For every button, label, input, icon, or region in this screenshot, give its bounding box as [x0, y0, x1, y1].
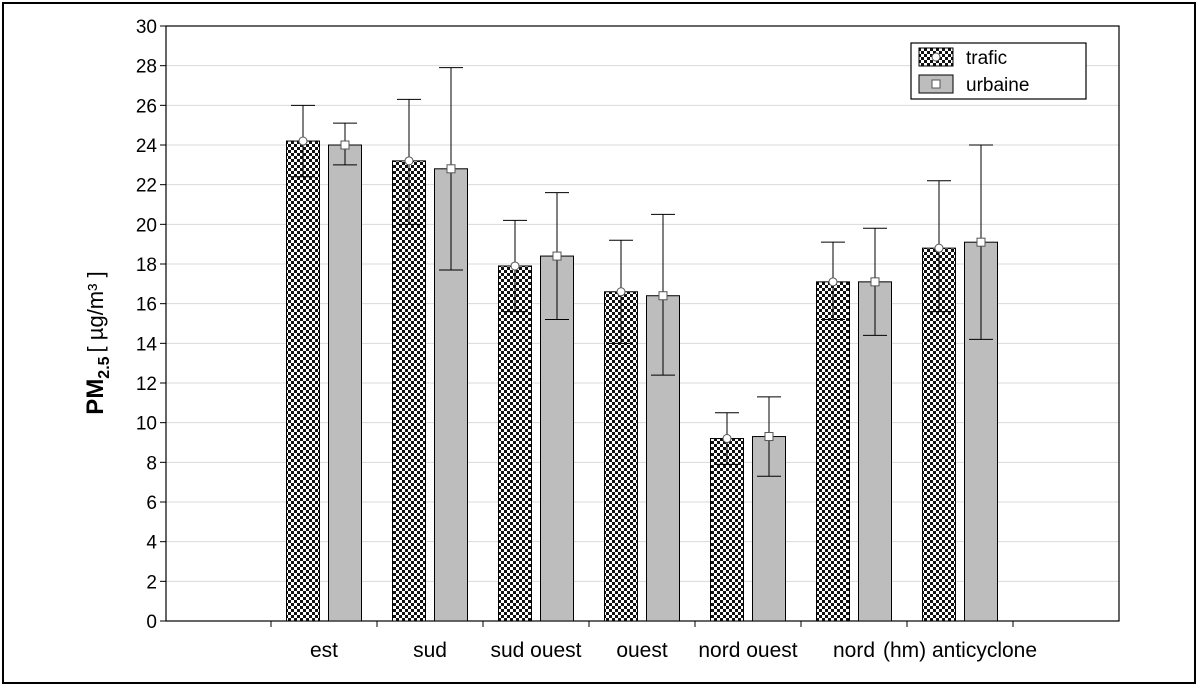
bar-urbaine — [858, 281, 892, 622]
mean-marker — [446, 164, 456, 174]
mean-marker — [340, 140, 350, 150]
x-tick-label: nord — [833, 639, 875, 662]
legend: trafic urbaine — [910, 42, 1087, 100]
bar-trafic — [604, 291, 638, 622]
bar-trafic — [498, 265, 532, 622]
mean-marker — [658, 291, 668, 301]
mean-marker — [828, 277, 838, 287]
y-tick-label: 18 — [136, 255, 157, 276]
legend-marker-urbaine — [931, 79, 941, 89]
bars — [286, 140, 998, 622]
x-tick-label: (hm) anticyclone — [883, 639, 1037, 662]
y-tick-label: 10 — [136, 414, 157, 435]
y-axis-label-unit: [ µg/m³ ] — [83, 271, 108, 352]
y-tick-label: 14 — [136, 334, 158, 355]
y-tick-label: 30 — [136, 17, 157, 38]
x-tick-label: sud ouest — [490, 639, 581, 662]
bar-urbaine — [328, 144, 362, 622]
bar-trafic — [392, 160, 426, 622]
y-tick-label: 28 — [136, 57, 157, 78]
mean-marker — [404, 156, 414, 166]
y-tick-label: 16 — [136, 295, 157, 316]
mean-marker — [870, 277, 880, 287]
mean-marker — [552, 251, 562, 261]
x-tick-label: ouest — [616, 639, 668, 662]
axes — [160, 25, 1120, 627]
y-tick-label: 0 — [146, 612, 157, 633]
legend-marker-trafic — [931, 52, 941, 62]
y-tick-label: 22 — [136, 176, 157, 197]
gridlines — [166, 25, 1119, 582]
y-tick-label: 8 — [146, 453, 157, 474]
legend-label-urbaine: urbaine — [966, 75, 1029, 96]
y-axis-label-main: PM — [82, 379, 109, 415]
mean-marker — [510, 261, 520, 271]
svg-text:PM2.5[ µg/m³ ]: PM2.5 [ µg/m³ ] — [82, 271, 113, 414]
y-tick-label: 4 — [146, 533, 157, 554]
y-tick-label: 6 — [146, 493, 157, 514]
y-axis-label: PM2.5 [ µg/m³ ] — [82, 271, 113, 414]
y-axis-label-sub: 2.5 — [96, 356, 113, 378]
x-tick-label: est — [310, 639, 338, 662]
x-tick-label: sud — [413, 639, 447, 662]
y-tick-label: 20 — [136, 215, 157, 236]
bar-trafic — [710, 438, 744, 622]
mean-marker — [934, 243, 944, 253]
bar-trafic — [816, 281, 850, 622]
y-tick-label: 26 — [136, 96, 157, 117]
plot-area — [165, 25, 1120, 622]
legend-label-trafic: trafic — [966, 48, 1007, 69]
y-tick-label: 12 — [136, 374, 157, 395]
mean-marker — [616, 287, 626, 297]
bar-trafic — [286, 140, 320, 622]
mean-marker — [722, 434, 732, 444]
y-tick-label: 24 — [136, 136, 158, 157]
error-bars — [291, 67, 993, 477]
y-tick-label: 2 — [146, 572, 157, 593]
mean-marker — [976, 237, 986, 247]
mean-marker — [764, 432, 774, 442]
mean-marker — [298, 136, 308, 146]
x-tick-label: nord ouest — [698, 639, 797, 662]
